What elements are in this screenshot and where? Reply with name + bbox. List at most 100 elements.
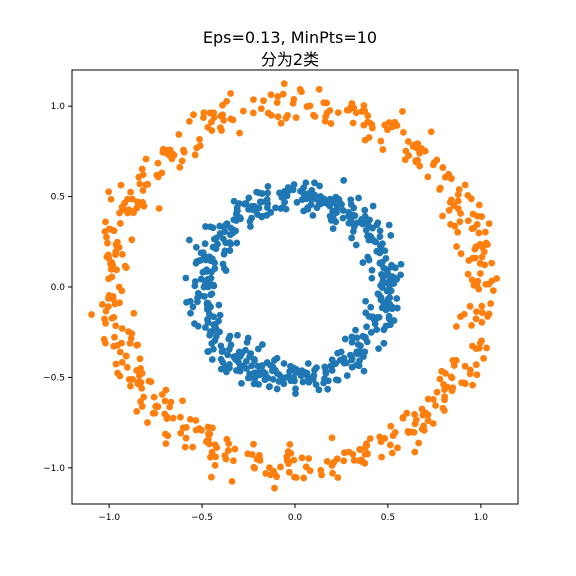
- scatter-point-series-1: [222, 267, 230, 274]
- scatter-point-series-1: [242, 346, 249, 354]
- scatter-point-series-1: [351, 212, 359, 220]
- scatter-point-series-2: [196, 135, 203, 143]
- scatter-point-series-2: [400, 128, 407, 136]
- scatter-point-series-1: [384, 295, 392, 303]
- scatter-point-series-1: [185, 236, 193, 244]
- scatter-point-series-2: [175, 131, 183, 138]
- scatter-point-series-2: [484, 241, 491, 248]
- scatter-point-series-2: [427, 128, 435, 136]
- scatter-point-series-2: [111, 333, 118, 341]
- scatter-point-series-2: [129, 375, 136, 383]
- scatter-point-series-1: [247, 223, 254, 230]
- scatter-point-series-2: [121, 262, 129, 270]
- scatter-point-series-1: [239, 362, 247, 370]
- scatter-point-series-1: [191, 278, 199, 285]
- scatter-point-series-1: [197, 275, 205, 283]
- scatter-point-series-2: [277, 119, 285, 127]
- scatter-point-series-2: [225, 447, 232, 454]
- scatter-point-series-1: [247, 350, 255, 357]
- scatter-point-series-1: [354, 341, 362, 348]
- scatter-point-series-2: [407, 428, 415, 436]
- scatter-point-series-1: [210, 282, 218, 290]
- scatter-point-series-2: [334, 474, 342, 481]
- scatter-point-series-1: [356, 357, 363, 365]
- scatter-point-series-2: [482, 280, 490, 288]
- scatter-point-series-1: [216, 230, 224, 237]
- scatter-point-series-2: [379, 146, 387, 153]
- y-axis-ticks: −1.0 −0.5 0.0 0.5 1.0: [43, 102, 72, 474]
- scatter-point-series-1: [227, 341, 235, 349]
- scatter-point-series-1: [355, 362, 363, 370]
- scatter-point-series-2: [273, 99, 281, 107]
- scatter-point-series-1: [324, 385, 332, 393]
- scatter-point-series-2: [416, 162, 424, 170]
- scatter-point-series-1: [367, 303, 375, 311]
- scatter-point-series-2: [105, 295, 112, 302]
- scatter-point-series-2: [475, 201, 483, 209]
- scatter-point-series-2: [386, 441, 394, 449]
- scatter-point-series-1: [352, 326, 359, 334]
- scatter-point-series-1: [182, 274, 190, 282]
- scatter-point-series-1: [212, 332, 220, 340]
- scatter-point-series-1: [348, 338, 356, 346]
- scatter-point-series-1: [287, 362, 294, 370]
- scatter-point-series-1: [348, 234, 356, 242]
- scatter-point-series-1: [353, 334, 361, 342]
- scatter-point-series-1: [324, 377, 332, 385]
- scatter-point-series-2: [168, 155, 176, 163]
- scatter-point-series-1: [202, 223, 209, 230]
- scatter-point-series-1: [359, 259, 367, 266]
- scatter-point-series-1: [321, 363, 329, 371]
- scatter-point-series-2: [329, 469, 336, 477]
- scatter-point-series-2: [190, 111, 197, 119]
- scatter-point-series-1: [345, 212, 352, 220]
- scatter-point-series-2: [102, 307, 110, 315]
- scatter-point-series-2: [359, 458, 366, 466]
- scatter-point-series-1: [347, 196, 355, 204]
- scatter-point-series-1: [234, 207, 241, 215]
- scatter-point-series-1: [204, 283, 212, 291]
- scatter-point-series-2: [388, 449, 396, 457]
- scatter-point-series-1: [345, 219, 353, 227]
- scatter-point-series-2: [334, 109, 342, 117]
- scatter-point-series-2: [212, 453, 220, 461]
- scatter-point-series-2: [327, 120, 335, 127]
- scatter-point-series-2: [116, 372, 124, 380]
- scatter-point-series-1: [223, 220, 231, 228]
- scatter-point-series-2: [107, 225, 115, 233]
- scatter-point-series-2: [149, 409, 157, 417]
- scatter-point-series-2: [208, 473, 215, 481]
- scatter-point-series-2: [145, 377, 153, 385]
- scatter-point-series-2: [118, 325, 126, 332]
- scatter-point-series-1: [194, 322, 202, 330]
- scatter-point-series-1: [275, 378, 283, 385]
- scatter-point-series-2: [200, 109, 208, 117]
- scatter-point-series-2: [448, 196, 455, 204]
- scatter-point-series-1: [343, 359, 350, 367]
- scatter-point-series-2: [186, 415, 194, 423]
- scatter-point-series-2: [292, 114, 300, 122]
- scatter-point-series-2: [115, 283, 123, 291]
- scatter-point-series-1: [256, 369, 263, 377]
- scatter-point-series-2: [113, 266, 120, 274]
- scatter-point-series-2: [136, 355, 144, 363]
- scatter-point-series-1: [279, 204, 287, 211]
- scatter-point-series-2: [251, 464, 259, 472]
- scatter-point-series-1: [197, 249, 205, 257]
- scatter-point-series-1: [385, 272, 393, 280]
- scatter-point-series-1: [201, 293, 208, 300]
- scatter-point-series-2: [478, 302, 486, 310]
- scatter-point-series-1: [210, 321, 218, 329]
- scatter-point-series-1: [208, 356, 216, 363]
- scatter-point-series-1: [236, 367, 244, 375]
- scatter-point-series-1: [219, 235, 227, 243]
- scatter-point-series-1: [369, 202, 377, 210]
- scatter-point-series-2: [150, 393, 158, 401]
- scatter-point-series-2: [430, 396, 437, 403]
- scatter-point-series-2: [440, 407, 448, 414]
- scatter-point-series-1: [250, 206, 258, 214]
- scatter-point-series-1: [327, 216, 335, 224]
- scatter-point-series-1: [204, 348, 212, 356]
- scatter-point-series-1: [397, 260, 405, 268]
- scatter-point-series-2: [211, 461, 219, 469]
